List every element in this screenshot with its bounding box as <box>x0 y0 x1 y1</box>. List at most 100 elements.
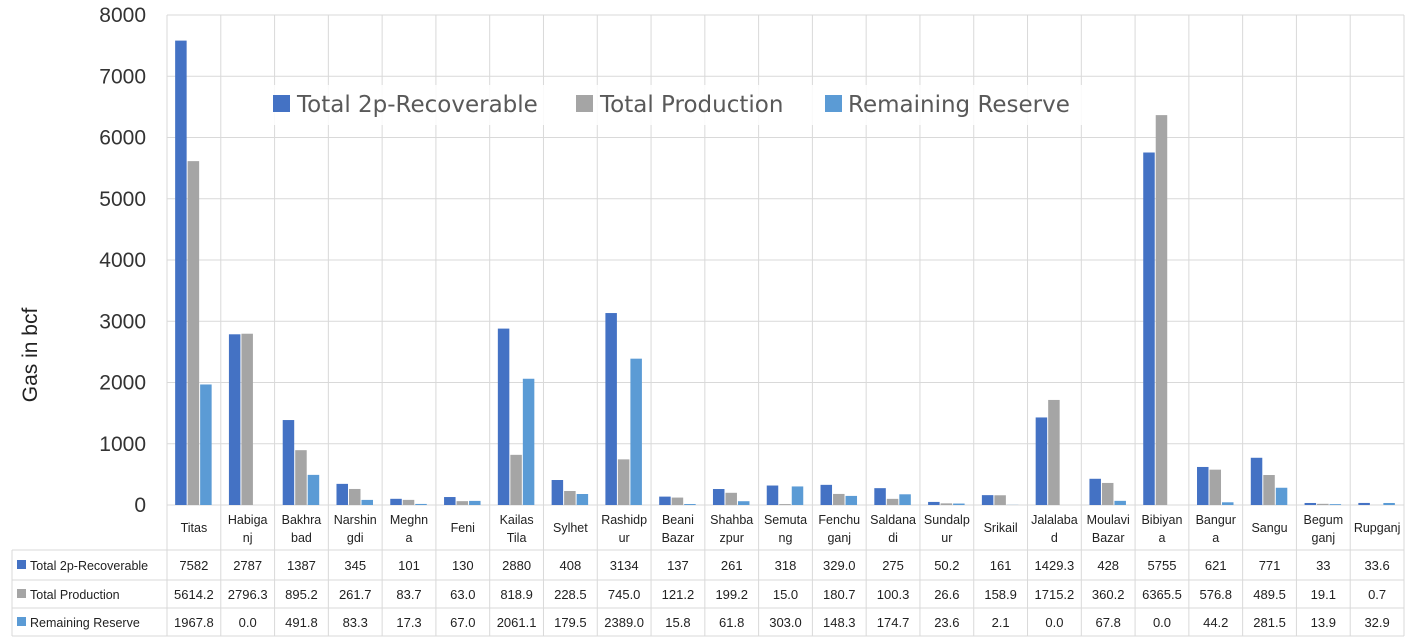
y-tick-label: 2000 <box>99 372 146 395</box>
table-cell: 491.8 <box>285 615 318 630</box>
y-tick-label: 7000 <box>99 65 146 88</box>
table-cell: 1967.8 <box>174 615 214 630</box>
bar-2-14 <box>953 503 965 505</box>
bar-1-6 <box>510 454 522 505</box>
y-tick-label: 8000 <box>99 4 146 27</box>
table-cell: 61.8 <box>719 615 744 630</box>
category-label: Saldana <box>870 513 916 527</box>
bar-1-18 <box>1155 115 1168 505</box>
category-label: Beani <box>662 513 694 527</box>
table-cell: 33 <box>1316 558 1330 573</box>
category-label: Meghn <box>390 513 428 527</box>
bar-0-13 <box>874 488 886 505</box>
table-legend-swatch <box>17 560 26 569</box>
table-cell: 6365.5 <box>1142 587 1182 602</box>
bar-1-3 <box>348 488 361 505</box>
table-cell: 63.0 <box>450 587 475 602</box>
bar-0-16 <box>1035 417 1048 505</box>
table-cell: 5755 <box>1148 558 1177 573</box>
bar-1-2 <box>295 450 307 505</box>
bar-2-6 <box>522 378 535 505</box>
bar-0-9 <box>659 496 671 505</box>
table-cell: 1429.3 <box>1035 558 1075 573</box>
category-label: zpur <box>720 531 744 545</box>
bar-0-3 <box>336 483 348 505</box>
category-label: ur <box>941 531 952 545</box>
category-label: Moulavi <box>1087 513 1130 527</box>
category-label: Fenchu <box>818 513 860 527</box>
category-label: Habiga <box>228 513 268 527</box>
bar-2-10 <box>737 501 750 505</box>
bar-1-19 <box>1209 469 1222 505</box>
table-cell: 137 <box>667 558 689 573</box>
table-legend-swatch <box>17 617 26 626</box>
bar-1-16 <box>1048 399 1060 505</box>
table-cell: 158.9 <box>984 587 1017 602</box>
category-label: d <box>1051 531 1058 545</box>
table-cell: 0.0 <box>239 615 257 630</box>
bar-1-15 <box>994 495 1006 505</box>
table-cell: 895.2 <box>285 587 318 602</box>
bar-0-0 <box>175 40 187 505</box>
table-cell: 1387 <box>287 558 316 573</box>
table-cell: 100.3 <box>877 587 910 602</box>
table-cell: 161 <box>990 558 1012 573</box>
category-label: Tila <box>507 531 527 545</box>
table-cell: 26.6 <box>934 587 959 602</box>
bar-2-4 <box>415 503 427 505</box>
table-cell: 3134 <box>610 558 639 573</box>
bar-0-15 <box>981 495 994 505</box>
bar-0-18 <box>1143 152 1155 505</box>
table-cell: 0.7 <box>1368 587 1386 602</box>
bar-0-11 <box>766 485 779 505</box>
bar-1-1 <box>241 333 253 505</box>
table-cell: 261.7 <box>339 587 372 602</box>
bar-2-21 <box>1329 504 1342 505</box>
table-cell: 318 <box>775 558 797 573</box>
category-label: Bazar <box>662 531 695 545</box>
table-cell: 2.1 <box>992 615 1010 630</box>
table-cell: 121.2 <box>662 587 695 602</box>
legend-swatch <box>825 95 842 112</box>
bar-0-1 <box>228 334 241 505</box>
table-cell: 818.9 <box>500 587 533 602</box>
bar-0-17 <box>1089 478 1101 505</box>
bar-0-8 <box>605 313 617 505</box>
bar-2-0 <box>200 384 212 505</box>
bar-2-8 <box>630 358 642 505</box>
table-cell: 261 <box>721 558 743 573</box>
bar-2-19 <box>1222 502 1234 505</box>
table-cell: 174.7 <box>877 615 910 630</box>
table-cell: 13.9 <box>1311 615 1336 630</box>
category-label: Bakhra <box>282 513 322 527</box>
y-tick-label: 6000 <box>99 127 146 150</box>
table-cell: 2796.3 <box>228 587 268 602</box>
bar-1-12 <box>833 493 845 505</box>
bar-2-22 <box>1383 502 1395 505</box>
table-cell: 228.5 <box>554 587 587 602</box>
table-cell: 130 <box>452 558 474 573</box>
table-cell: 32.9 <box>1364 615 1389 630</box>
table-cell: 19.1 <box>1311 587 1336 602</box>
category-label: bad <box>291 531 312 545</box>
y-tick-label: 4000 <box>99 249 146 272</box>
category-label: Narshin <box>334 513 377 527</box>
table-cell: 2061.1 <box>497 615 537 630</box>
table-cell: 275 <box>882 558 904 573</box>
category-label: Kailas <box>500 513 534 527</box>
table-cell: 2389.0 <box>604 615 644 630</box>
bar-2-7 <box>576 494 589 505</box>
table-cell: 360.2 <box>1092 587 1125 602</box>
category-label: Bangur <box>1196 513 1236 527</box>
bar-0-10 <box>712 489 725 505</box>
bar-1-5 <box>456 501 469 505</box>
y-tick-label: 0 <box>134 494 146 517</box>
category-label: a <box>406 531 413 545</box>
bar-2-5 <box>469 500 481 505</box>
bar-0-6 <box>497 328 510 505</box>
table-row-label: Remaining Reserve <box>30 616 140 630</box>
category-label: a <box>1159 531 1166 545</box>
y-axis-label: Gas in bcf <box>19 308 42 403</box>
legend-label: Remaining Reserve <box>848 92 1070 118</box>
